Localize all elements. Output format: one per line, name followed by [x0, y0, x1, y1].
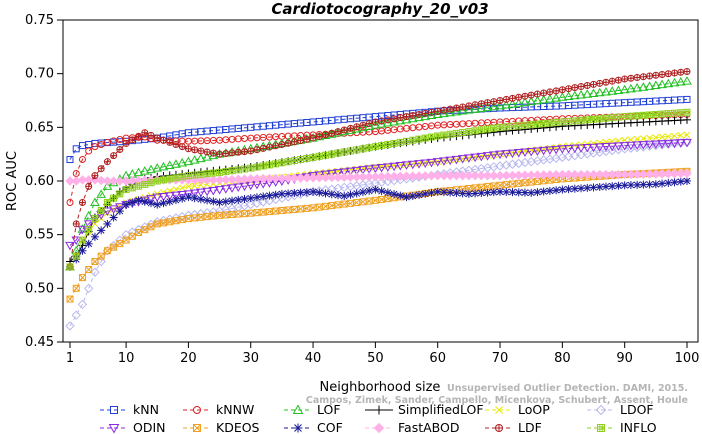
legend-item-ldof: LDOF: [587, 402, 654, 417]
legend: kNN kNNW LOF SimplifiedLOF LoOP LDOF ODIN KDEOS…: [100, 402, 657, 434]
legend-item-fastabod: FastABOD: [365, 420, 460, 434]
series-markers: [65, 138, 692, 251]
legend-item-ldf: LDF: [485, 420, 542, 434]
chart-title: Cardiotocography_20_v03: [271, 0, 488, 18]
series-line: [69, 113, 688, 203]
y-tick-label: 0.75: [25, 13, 54, 28]
x-tick-label: 30: [242, 351, 259, 366]
x-tick-label: 50: [367, 351, 384, 366]
legend-label: LoOP: [518, 402, 550, 417]
legend-swatch-marker: [595, 404, 607, 416]
series-ldf: [66, 68, 691, 271]
legend-label: KDEOS: [216, 420, 260, 434]
legend-swatch-marker: [110, 406, 118, 414]
legend-label: kNN: [133, 402, 159, 417]
x-tick-label: 1: [66, 351, 74, 366]
legend-label: ODIN: [133, 420, 166, 434]
legend-label: LDOF: [620, 402, 654, 417]
y-tick-label: 0.60: [25, 174, 54, 189]
legend-swatch-marker: [193, 406, 201, 414]
legend-item-simplifiedlof: SimplifiedLOF: [365, 402, 484, 417]
legend-item-loop: LoOP: [485, 402, 550, 417]
y-tick-label: 0.65: [25, 120, 54, 135]
legend-item-kdeos: KDEOS: [183, 420, 260, 434]
legend-swatch-marker: [495, 406, 503, 414]
x-tick-label: 40: [305, 351, 322, 366]
x-axis: 1 10 20 30 40 50 60 70 80 90 100: [66, 342, 700, 366]
y-tick-label: 0.55: [25, 228, 54, 243]
legend-label: LOF: [317, 402, 341, 417]
legend-swatch-marker: [495, 424, 503, 432]
x-tick-label: 10: [118, 351, 135, 366]
series-layer: [65, 68, 692, 331]
legend-swatch-marker: [193, 424, 201, 432]
series-line: [69, 170, 688, 300]
series-odin: [65, 138, 692, 251]
legend-swatch-marker: [292, 404, 304, 414]
series-cof: [66, 177, 691, 271]
legend-swatch-marker: [373, 422, 385, 434]
credit-watermark: Unsupervised Outlier Detection. DAMI, 20…: [306, 383, 688, 406]
legend-label: SimplifiedLOF: [398, 402, 484, 417]
series-inflo: [66, 108, 691, 271]
legend-item-lof: LOF: [284, 402, 341, 417]
x-tick-label: 100: [675, 351, 700, 366]
x-tick-label: 70: [492, 351, 509, 366]
x-tick-label: 80: [554, 351, 571, 366]
series-line: [69, 111, 688, 268]
series-line: [69, 98, 688, 160]
series-markers: [66, 68, 691, 271]
legend-label: INFLO: [620, 420, 657, 434]
x-tick-label: 90: [616, 351, 633, 366]
y-axis-label: ROC AUC: [5, 151, 20, 211]
series-markers: [66, 177, 691, 271]
legend-swatch-marker: [293, 423, 303, 433]
series-markers: [66, 108, 691, 271]
x-tick-label: 60: [429, 351, 446, 366]
legend-label: LDF: [518, 420, 542, 434]
legend-swatch-marker: [597, 424, 605, 432]
legend-swatch-marker: [374, 405, 384, 415]
x-tick-label: 20: [180, 351, 197, 366]
credit-line: Campos, Zimek, Sander, Campello, Micenko…: [306, 395, 688, 406]
x-axis-label: Neighborhood size: [320, 380, 441, 395]
y-tick-label: 0.70: [25, 67, 54, 82]
legend-item-knn: kNN: [100, 402, 159, 417]
y-tick-label: 0.45: [25, 335, 54, 350]
legend-item-cof: COF: [284, 420, 343, 434]
legend-label: COF: [317, 420, 343, 434]
legend-item-knnw: kNNW: [183, 402, 254, 417]
y-tick-label: 0.50: [25, 281, 54, 296]
legend-label: kNNW: [216, 402, 254, 417]
legend-item-inflo: INFLO: [587, 420, 657, 434]
legend-swatch-marker: [108, 424, 120, 434]
legend-label: FastABOD: [398, 420, 460, 434]
credit-line: Unsupervised Outlier Detection. DAMI, 20…: [447, 383, 688, 394]
series-knn: [66, 95, 691, 164]
y-axis: 0.45 0.50 0.55 0.60 0.65 0.70 0.75: [25, 13, 63, 350]
legend-item-odin: ODIN: [100, 420, 166, 434]
